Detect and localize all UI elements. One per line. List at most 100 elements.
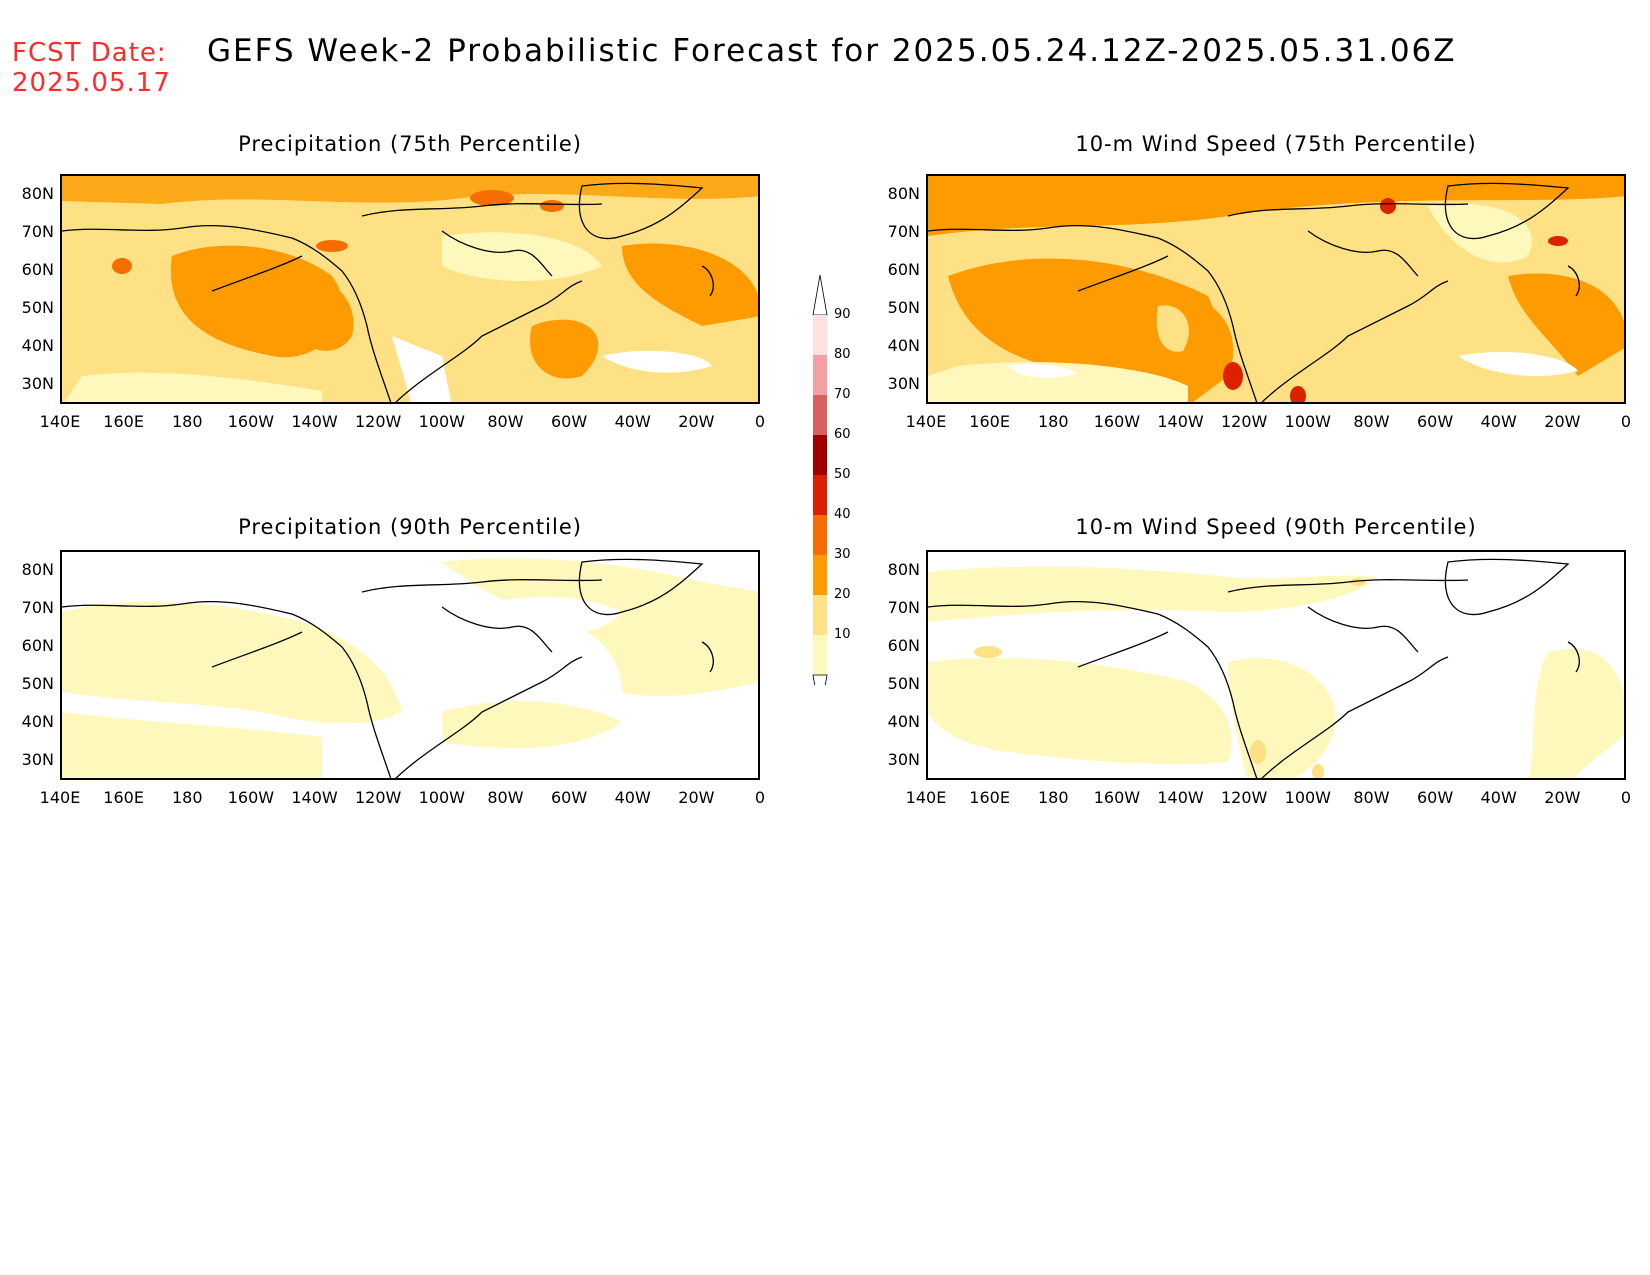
lon-label-160e: 160E: [103, 788, 144, 807]
lon-label-0: 0: [754, 412, 766, 431]
lon-label-120w: 120W: [1220, 788, 1268, 807]
lat-label-50n: 50N: [887, 674, 920, 693]
fcst-date-label: FCST Date:: [12, 38, 167, 68]
lon-label-140w: 140W: [291, 412, 338, 431]
lat-label-80n: 80N: [887, 560, 920, 579]
lat-label-60n: 60N: [887, 636, 920, 655]
lon-label-160w: 160W: [1093, 412, 1141, 431]
lat-label-80n: 80N: [21, 184, 54, 203]
lon-label-100w: 100W: [1284, 412, 1331, 431]
colorbar-label: 50: [834, 467, 851, 482]
lat-label-80n: 80N: [887, 184, 920, 203]
colorbar-label: 90: [834, 307, 851, 322]
lat-label-50n: 50N: [21, 674, 54, 693]
lat-label-30n: 30N: [21, 750, 54, 769]
lat-label-40n: 40N: [21, 712, 54, 731]
lon-label-60w: 60W: [1416, 412, 1454, 431]
lon-label-20w: 20W: [678, 788, 715, 807]
lon-label-60w: 60W: [550, 788, 588, 807]
lon-label-180: 180: [171, 412, 203, 431]
colorbar-swatch: [813, 555, 827, 595]
colorbar-label: 70: [834, 387, 851, 402]
fcst-date-value: 2025.05.17: [12, 68, 171, 98]
lon-label-140e: 140E: [39, 788, 81, 807]
colorbar-label: 10: [834, 627, 851, 642]
colorbar-swatch: [813, 355, 827, 395]
lon-label-0: 0: [1620, 412, 1632, 431]
lon-label-160e: 160E: [969, 788, 1010, 807]
lon-label-80w: 80W: [1353, 412, 1390, 431]
lat-label-30n: 30N: [887, 750, 920, 769]
lon-label-80w: 80W: [487, 788, 524, 807]
map-panel-precip75: [60, 174, 760, 404]
colorbar-label: 20: [834, 587, 851, 602]
lat-label-50n: 50N: [21, 298, 54, 317]
colorbar-swatch: [813, 315, 827, 355]
lon-label-140e: 140E: [905, 788, 947, 807]
lon-label-60w: 60W: [1416, 788, 1454, 807]
colorbar-top-arrow: [812, 275, 828, 316]
lon-label-180: 180: [171, 788, 203, 807]
panel-title-precip75: Precipitation (75th Percentile): [238, 132, 582, 156]
lon-label-0: 0: [1620, 788, 1632, 807]
lon-label-40w: 40W: [614, 788, 651, 807]
lat-label-60n: 60N: [21, 636, 54, 655]
lon-label-120w: 120W: [354, 788, 402, 807]
lon-label-160e: 160E: [103, 412, 144, 431]
lon-label-160w: 160W: [1093, 788, 1141, 807]
colorbar-label: 80: [834, 347, 851, 362]
lat-label-80n: 80N: [21, 560, 54, 579]
lon-label-20w: 20W: [1544, 788, 1581, 807]
map-panel-wind90: [926, 550, 1626, 780]
lon-label-140e: 140E: [905, 412, 947, 431]
lon-label-140w: 140W: [1157, 788, 1204, 807]
lat-label-70n: 70N: [887, 598, 920, 617]
lon-label-180: 180: [1037, 412, 1069, 431]
lon-label-160w: 160W: [227, 412, 275, 431]
lon-label-160w: 160W: [227, 788, 275, 807]
lat-label-30n: 30N: [21, 374, 54, 393]
lon-label-120w: 120W: [1220, 412, 1268, 431]
lon-label-80w: 80W: [1353, 788, 1390, 807]
lon-label-0: 0: [754, 788, 766, 807]
lat-label-50n: 50N: [887, 298, 920, 317]
lat-label-30n: 30N: [887, 374, 920, 393]
lat-label-70n: 70N: [887, 222, 920, 241]
lon-label-100w: 100W: [1284, 788, 1331, 807]
colorbar-label: 30: [834, 547, 851, 562]
lon-label-140w: 140W: [291, 788, 338, 807]
map-panel-precip90: [60, 550, 760, 780]
lon-label-100w: 100W: [418, 788, 465, 807]
colorbar-swatch: [813, 635, 827, 675]
lon-label-140e: 140E: [39, 412, 81, 431]
colorbar-bottom-arrow: [812, 674, 828, 685]
colorbar-swatch: [813, 515, 827, 555]
lon-label-20w: 20W: [678, 412, 715, 431]
lat-label-40n: 40N: [887, 336, 920, 355]
lon-label-80w: 80W: [487, 412, 524, 431]
colorbar-swatch: [813, 435, 827, 475]
panel-title-wind75: 10-m Wind Speed (75th Percentile): [1075, 132, 1477, 156]
lat-label-60n: 60N: [21, 260, 54, 279]
lon-label-40w: 40W: [1480, 412, 1517, 431]
panel-title-precip90: Precipitation (90th Percentile): [238, 515, 582, 539]
lat-label-40n: 40N: [21, 336, 54, 355]
panel-title-wind90: 10-m Wind Speed (90th Percentile): [1075, 515, 1477, 539]
lon-label-40w: 40W: [614, 412, 651, 431]
colorbar-swatch: [813, 395, 827, 435]
colorbar-label: 40: [834, 507, 851, 522]
colorbar-swatches: [812, 275, 828, 685]
colorbar-label: 60: [834, 427, 851, 442]
lon-label-120w: 120W: [354, 412, 402, 431]
lat-label-70n: 70N: [21, 598, 54, 617]
colorbar-swatch: [813, 595, 827, 635]
lat-label-40n: 40N: [887, 712, 920, 731]
lon-label-40w: 40W: [1480, 788, 1517, 807]
main-title: GEFS Week-2 Probabilistic Forecast for 2…: [207, 33, 1457, 69]
lon-label-20w: 20W: [1544, 412, 1581, 431]
lat-label-70n: 70N: [21, 222, 54, 241]
lon-label-100w: 100W: [418, 412, 465, 431]
colorbar: 90 80 70 60 50 40 30 20 10: [810, 275, 870, 685]
lon-label-160e: 160E: [969, 412, 1010, 431]
colorbar-swatch: [813, 475, 827, 515]
